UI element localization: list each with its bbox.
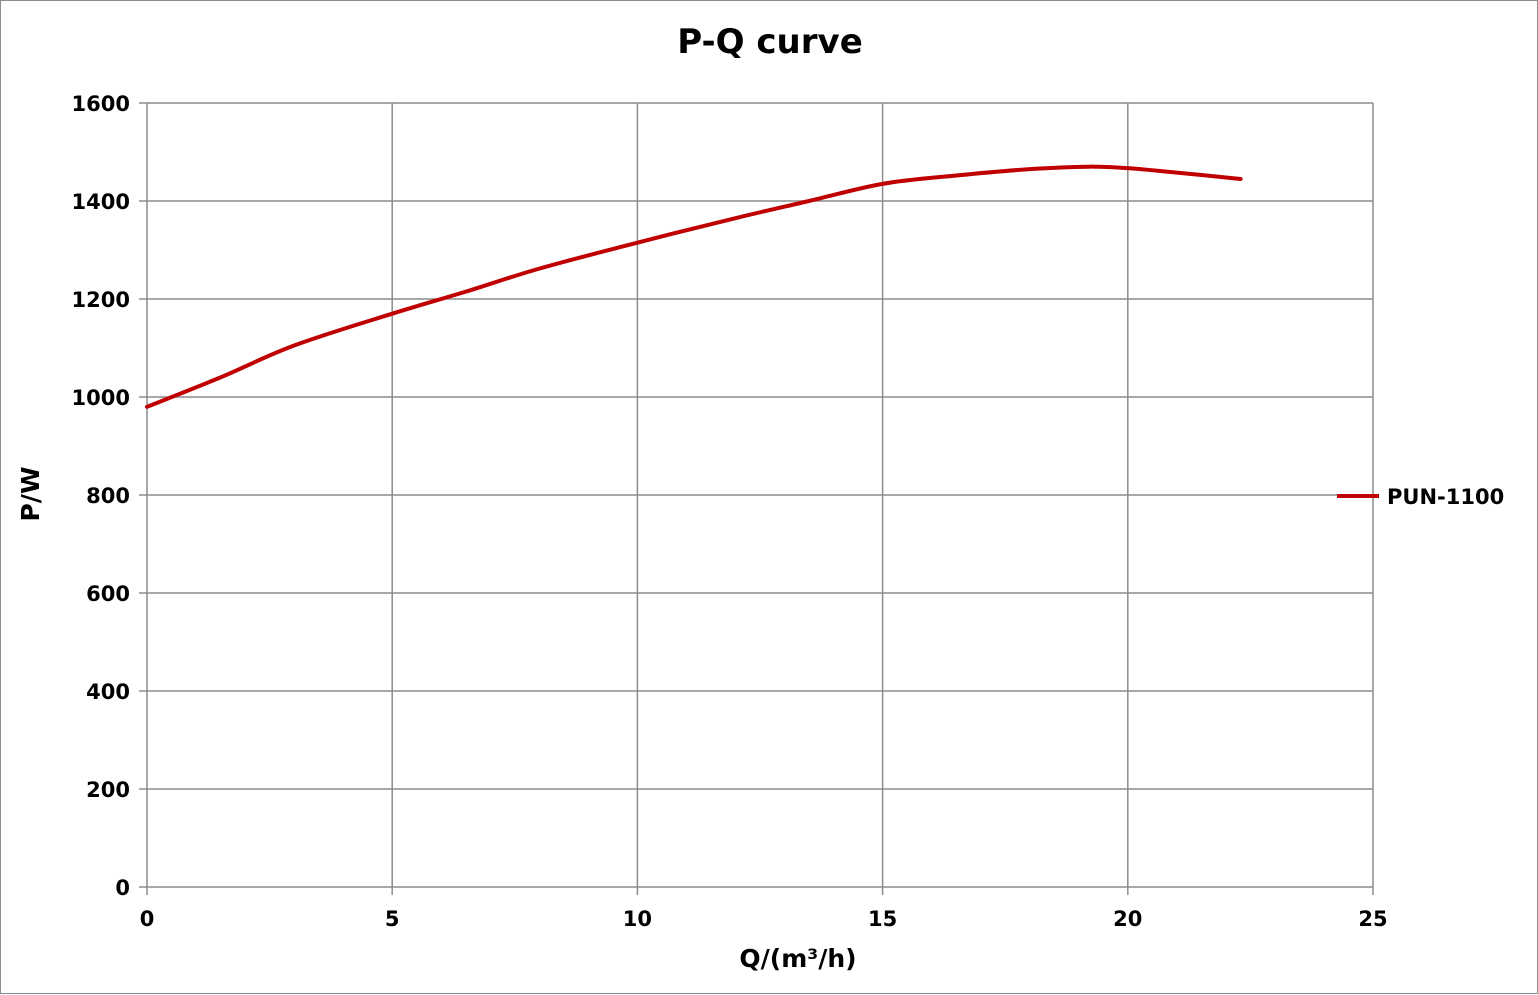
- y-tick-label: 1400: [72, 190, 130, 214]
- y-tick-label: 0: [115, 876, 130, 900]
- y-tick-label: 600: [86, 582, 130, 606]
- x-axis-title: Q/(m³/h): [739, 944, 856, 973]
- y-tick-labels: 0 200 400 600 800 1000 1200 1400 1600: [72, 92, 130, 900]
- chart-title: P-Q curve: [677, 22, 863, 62]
- y-tick-label: 200: [86, 778, 130, 802]
- x-tick-label: 25: [1358, 907, 1387, 931]
- y-axis-title: P/W: [16, 466, 45, 521]
- x-tick-label: 10: [623, 907, 652, 931]
- x-tick-label: 5: [385, 907, 400, 931]
- axes: [139, 102, 1374, 895]
- y-tick-label: 1600: [72, 92, 130, 116]
- legend-label: PUN-1100: [1387, 485, 1504, 509]
- series-layer: [145, 164, 1243, 409]
- y-tick-label: 1200: [72, 288, 130, 312]
- series-line: [145, 164, 1243, 409]
- y-tick-label: 400: [86, 680, 130, 704]
- x-tick-label: 20: [1113, 907, 1142, 931]
- y-tick-label: 1000: [72, 386, 130, 410]
- x-tick-label: 15: [868, 907, 897, 931]
- x-tick-label: 0: [140, 907, 155, 931]
- grid: [147, 102, 1374, 887]
- x-tick-labels: 0 5 10 15 20 25: [140, 907, 1388, 931]
- legend: PUN-1100: [1337, 485, 1504, 509]
- y-tick-label: 800: [86, 484, 130, 508]
